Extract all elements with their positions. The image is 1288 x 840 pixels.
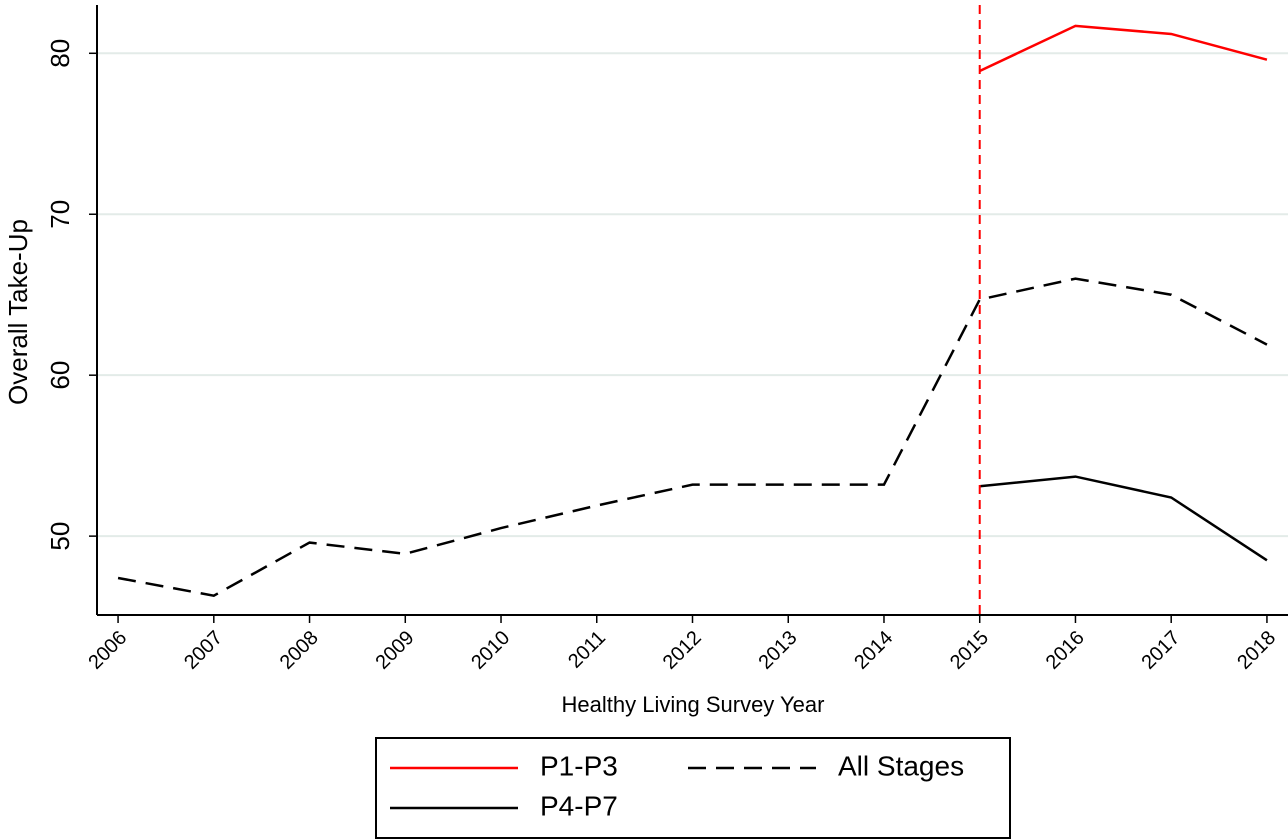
x-tick-label: 2008 <box>276 627 323 674</box>
x-tick-label: 2010 <box>467 627 514 674</box>
x-tick-label: 2009 <box>372 627 419 674</box>
legend-label: P4-P7 <box>540 790 618 821</box>
legend-label: P1-P3 <box>540 750 618 781</box>
x-tick-label: 2013 <box>754 627 801 674</box>
x-tick-label: 2016 <box>1042 627 1089 674</box>
y-tick-label: 70 <box>45 200 75 229</box>
legend-label: All Stages <box>838 750 964 781</box>
x-tick-label: 2006 <box>84 627 131 674</box>
x-tick-label: 2018 <box>1233 627 1280 674</box>
x-tick-label: 2012 <box>659 627 706 674</box>
x-tick-label: 2011 <box>564 627 610 673</box>
y-axis-title: Overall Take-Up <box>3 219 33 405</box>
series-line <box>117 277 1268 597</box>
y-tick-label: 50 <box>45 522 75 551</box>
series-line <box>979 24 1268 73</box>
series-line <box>979 475 1268 562</box>
x-tick-label: 2017 <box>1137 627 1184 674</box>
x-axis-title: Healthy Living Survey Year <box>562 692 825 717</box>
x-tick-label: 2007 <box>180 627 227 674</box>
x-tick-label: 2014 <box>850 627 897 674</box>
y-tick-label: 60 <box>45 361 75 390</box>
x-tick-label: 2015 <box>946 627 993 674</box>
y-tick-label: 80 <box>45 39 75 68</box>
legend-box <box>375 737 1011 839</box>
